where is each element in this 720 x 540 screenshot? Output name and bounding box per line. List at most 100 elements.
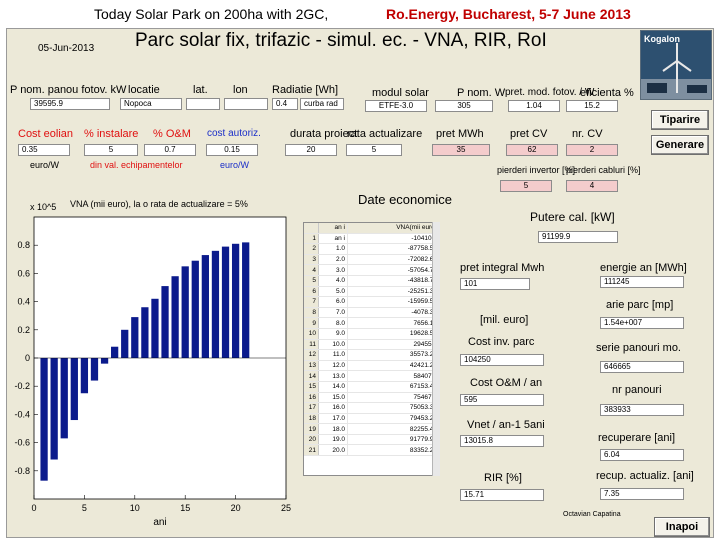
table-cell-year[interactable]: 11.0 [318,349,348,361]
table-row[interactable]: 1 an i -10410.9 [304,233,439,245]
result-field-0[interactable]: 101 [460,278,530,290]
table-cell-year[interactable]: 9.0 [318,328,348,340]
table-cell-vna[interactable]: -57054.75 [347,264,439,276]
table-cell-vna[interactable]: 7656.12 [347,317,439,329]
discount-rate-field[interactable]: 5 [346,144,402,156]
table-cell-vna[interactable]: -43818.75 [347,275,439,287]
om-field[interactable]: 0.7 [144,144,196,156]
radiation-curve-select[interactable]: curba rad [300,98,344,110]
table-row[interactable]: 19 18.0 82255.43 [304,423,439,435]
table-row[interactable]: 15 14.0 67153.48 [304,381,439,393]
table-cell-year[interactable]: 20.0 [318,444,348,457]
table-cell-year[interactable]: 13.0 [318,370,348,382]
table-cell-year[interactable]: 3.0 [318,264,348,276]
generate-button[interactable]: Generare [651,135,709,155]
table-cell-year[interactable]: 19.0 [318,434,348,446]
table-row[interactable]: 17 16.0 75053.36 [304,402,439,414]
table-cell-vna[interactable]: -4078.32 [347,307,439,319]
table-cell-year[interactable]: 5.0 [318,286,348,298]
price-mwh-field[interactable]: 35 [432,144,490,156]
install-field[interactable]: 5 [84,144,138,156]
table-cell-vna[interactable]: -15959.58 [347,296,439,308]
price-cv-field[interactable]: 62 [506,144,558,156]
table-cell-vna[interactable]: 75053.36 [347,402,439,414]
table-row[interactable]: 20 19.0 91779.91 [304,434,439,446]
table-cell-vna[interactable]: 29455.5 [347,339,439,351]
table-row[interactable]: 6 5.0 -25251.33 [304,286,439,298]
table-cell-vna[interactable]: 19628.57 [347,328,439,340]
table-cell-vna[interactable]: -72082.63 [347,254,439,266]
table-cell-year[interactable]: 6.0 [318,296,348,308]
nr-cv-field[interactable]: 2 [566,144,618,156]
result-field-4[interactable]: 13015.8 [460,435,544,447]
table-row[interactable]: 2 1.0 -87758.51 [304,243,439,255]
table-row[interactable]: 21 20.0 83352.21 [304,444,439,457]
result-field-r2[interactable]: 646665 [600,361,684,373]
table-cell-year[interactable]: an i [318,233,348,245]
table-cell-vna[interactable]: 83352.21 [347,444,439,457]
back-button[interactable]: Inapoi [654,517,710,537]
location-field[interactable]: Nopoca [120,98,182,110]
table-cell-vna[interactable]: 82255.43 [347,423,439,435]
table-cell-vna[interactable]: -25251.33 [347,286,439,298]
table-cell-year[interactable]: 18.0 [318,423,348,435]
print-button[interactable]: Tiparire [651,110,709,130]
table-row[interactable]: 10 9.0 19628.57 [304,328,439,340]
table-cell-year[interactable]: 12.0 [318,360,348,372]
table-cell-vna[interactable]: 79453.25 [347,413,439,425]
result-field-r3[interactable]: 383933 [600,404,684,416]
table-row[interactable]: 18 17.0 79453.25 [304,413,439,425]
table-cell-year[interactable]: 1.0 [318,243,348,255]
module-price-field[interactable]: 1.04 [508,100,560,112]
result-field-3[interactable]: 595 [460,394,544,406]
table-row[interactable]: 14 13.0 58407.8 [304,370,439,382]
table-row[interactable]: 13 12.0 42421.21 [304,360,439,372]
solar-module-select[interactable]: ETFE-3.0 [365,100,427,112]
table-cell-vna[interactable]: 42421.21 [347,360,439,372]
table-row[interactable]: 8 7.0 -4078.32 [304,307,439,319]
table-cell-year[interactable]: 16.0 [318,402,348,414]
table-cell-vna[interactable]: 91779.91 [347,434,439,446]
lat-field[interactable] [186,98,220,110]
radiation-field[interactable]: 0.4 [272,98,298,110]
table-row[interactable]: 7 6.0 -15959.58 [304,296,439,308]
table-row[interactable]: 12 11.0 35573.22 [304,349,439,361]
p-nom-w-field[interactable]: 305 [435,100,493,112]
vna-table[interactable]: an i VNA(mii euro) 1 an i -10410.9 2 1.0 -87758… [303,222,440,476]
table-cell-year[interactable]: 4.0 [318,275,348,287]
table-row[interactable]: 5 4.0 -43818.75 [304,275,439,287]
result-field-r5[interactable]: 7.35 [600,488,684,500]
table-row[interactable]: 9 8.0 7656.12 [304,317,439,329]
table-row[interactable]: 3 2.0 -72082.63 [304,254,439,266]
duration-field[interactable]: 20 [285,144,337,156]
table-cell-year[interactable]: 7.0 [318,307,348,319]
lon-field[interactable] [224,98,268,110]
table-cell-vna[interactable]: 75467.7 [347,392,439,404]
authorization-field[interactable]: 0.15 [206,144,258,156]
result-field-r1[interactable]: 1.54e+007 [600,317,684,329]
result-field-2[interactable]: 104250 [460,354,544,366]
cost-field[interactable]: 0.35 [18,144,70,156]
inverter-loss-field[interactable]: 5 [500,180,552,192]
table-row[interactable]: 16 15.0 75467.7 [304,392,439,404]
result-field-5[interactable]: 15.71 [460,489,544,501]
table-scrollbar[interactable] [432,222,440,476]
table-cell-year[interactable]: 15.0 [318,392,348,404]
result-field-r0[interactable]: 111245 [600,276,684,288]
efficiency-field[interactable]: 15.2 [566,100,618,112]
table-cell-vna[interactable]: -10410.9 [347,233,439,245]
table-row[interactable]: 11 10.0 29455.5 [304,339,439,351]
table-cell-year[interactable]: 8.0 [318,317,348,329]
power-field[interactable]: 91199.9 [538,231,618,243]
p-nom-field[interactable]: 39595.9 [30,98,110,110]
table-row[interactable]: 4 3.0 -57054.75 [304,264,439,276]
table-cell-year[interactable]: 14.0 [318,381,348,393]
table-cell-vna[interactable]: 35573.22 [347,349,439,361]
result-field-r4[interactable]: 6.04 [600,449,684,461]
table-cell-vna[interactable]: -87758.51 [347,243,439,255]
table-cell-year[interactable]: 2.0 [318,254,348,266]
table-cell-year[interactable]: 10.0 [318,339,348,351]
table-cell-year[interactable]: 17.0 [318,413,348,425]
table-cell-vna[interactable]: 67153.48 [347,381,439,393]
cable-loss-field[interactable]: 4 [566,180,618,192]
